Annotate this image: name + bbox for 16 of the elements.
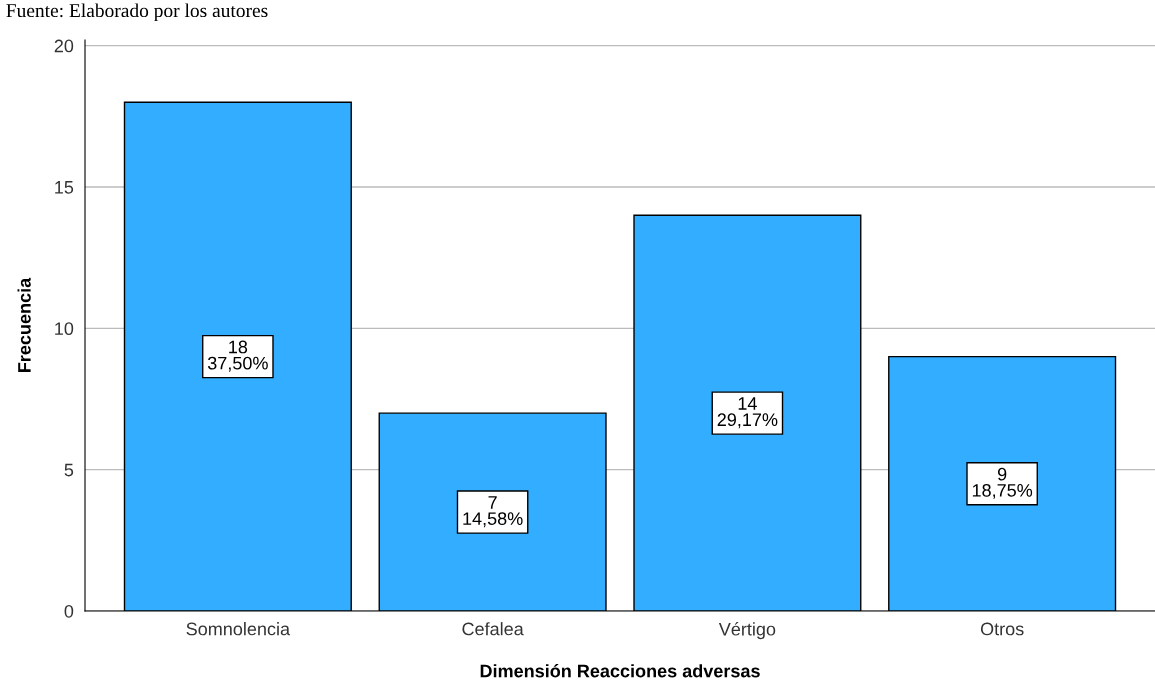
data-label: 14 29,17%	[717, 397, 778, 429]
x-tick-label: Vértigo	[718, 622, 776, 640]
data-label: 9 18,75%	[972, 467, 1033, 499]
y-tick-label: 10	[55, 322, 74, 336]
y-tick-label: 0	[64, 604, 74, 618]
y-axis-title: Frecuencia	[17, 277, 31, 372]
source-note: Fuente: Elaborado por los autores	[6, 3, 268, 22]
data-label: 7 14,58%	[463, 496, 523, 528]
y-tick-label: 5	[64, 463, 74, 477]
y-tick-label: 20	[54, 39, 74, 53]
x-tick-label: Somnolencia	[186, 622, 291, 636]
x-tick-label: Cefalea	[462, 622, 524, 636]
data-label: 18 37,50%	[207, 340, 268, 372]
x-tick-label: Otros	[980, 622, 1024, 636]
y-tick-label: 15	[55, 181, 74, 194]
x-axis-title: Dimensión Reacciones adversas	[480, 664, 760, 678]
